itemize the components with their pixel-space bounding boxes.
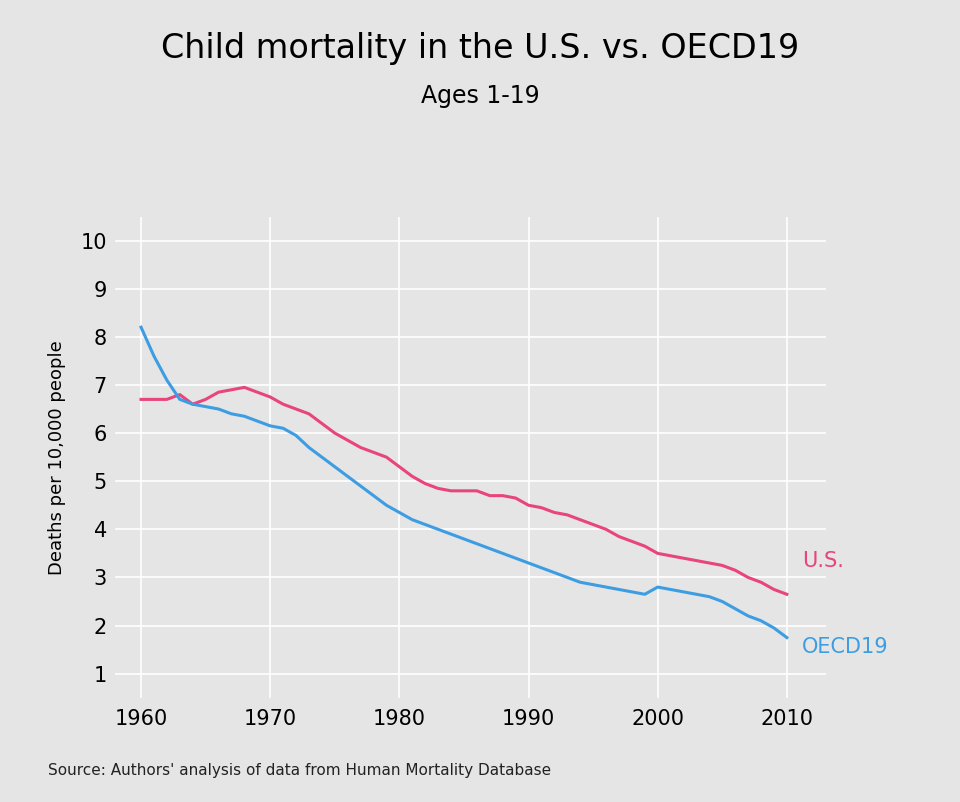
Text: U.S.: U.S. <box>803 551 844 570</box>
Y-axis label: Deaths per 10,000 people: Deaths per 10,000 people <box>48 340 66 574</box>
Text: OECD19: OECD19 <box>803 638 889 657</box>
Text: Source: Authors' analysis of data from Human Mortality Database: Source: Authors' analysis of data from H… <box>48 763 551 778</box>
Text: Child mortality in the U.S. vs. OECD19: Child mortality in the U.S. vs. OECD19 <box>161 32 799 65</box>
Text: Ages 1-19: Ages 1-19 <box>420 84 540 108</box>
